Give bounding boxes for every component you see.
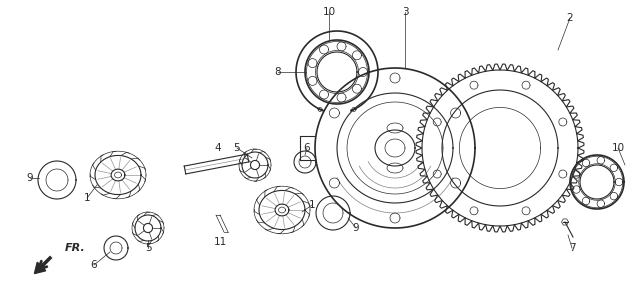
Text: 1: 1 <box>308 200 316 210</box>
Text: 1: 1 <box>84 193 90 203</box>
Polygon shape <box>35 262 45 274</box>
Text: FR.: FR. <box>65 243 86 253</box>
Text: 8: 8 <box>275 67 282 77</box>
Text: 11: 11 <box>213 237 227 247</box>
Text: 6: 6 <box>304 143 310 153</box>
Text: 9: 9 <box>27 173 33 183</box>
Text: 5: 5 <box>234 143 240 153</box>
Text: 10: 10 <box>611 143 625 153</box>
Text: 9: 9 <box>353 223 359 233</box>
Text: 3: 3 <box>402 7 408 17</box>
Text: 10: 10 <box>323 7 335 17</box>
Text: 4: 4 <box>214 143 221 153</box>
Text: 6: 6 <box>91 260 97 270</box>
Text: 5: 5 <box>145 243 151 253</box>
Text: 7: 7 <box>569 243 575 253</box>
Text: 2: 2 <box>566 13 573 23</box>
